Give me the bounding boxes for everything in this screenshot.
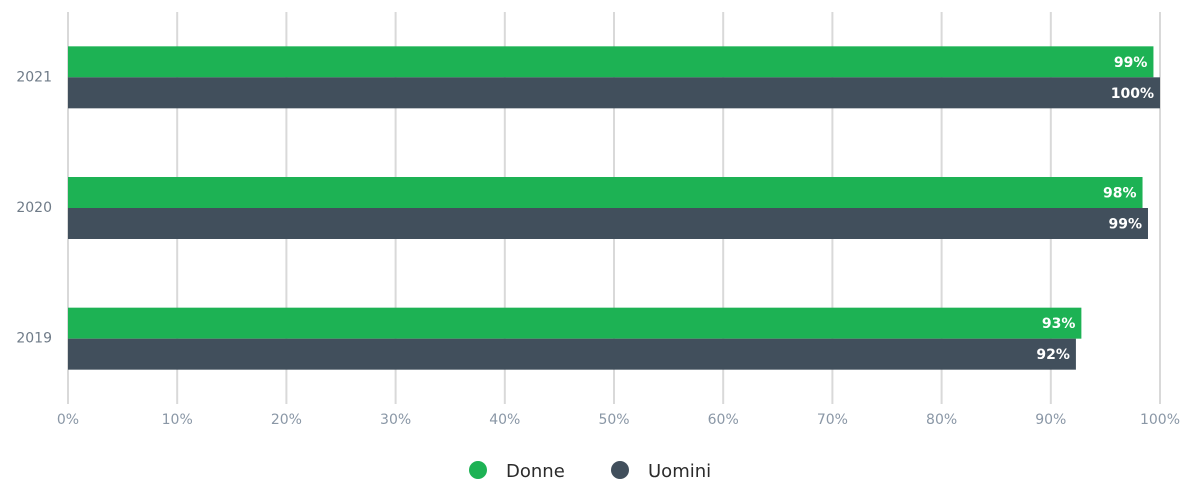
x-tick-label: 80%	[926, 412, 957, 428]
legend-marker	[469, 461, 487, 479]
legend-marker	[611, 461, 629, 479]
bar	[68, 177, 1143, 208]
bar	[68, 46, 1154, 78]
x-tick-label: 60%	[708, 412, 739, 428]
category-label: 2019	[16, 331, 52, 347]
legend-label: Uomini	[648, 461, 711, 482]
value-label: 100%	[1111, 86, 1154, 102]
value-label: 99%	[1114, 55, 1148, 71]
x-tick-label: 50%	[598, 412, 629, 428]
x-tick-label: 30%	[380, 412, 411, 428]
x-tick-label: 20%	[271, 412, 302, 428]
value-label: 92%	[1036, 347, 1070, 363]
legend-label: Donne	[506, 461, 565, 482]
x-tick-label: 70%	[817, 412, 848, 428]
category-label: 2020	[16, 200, 52, 216]
x-tick-label: 100%	[1140, 412, 1180, 428]
category-label: 2021	[16, 69, 52, 85]
value-label: 98%	[1103, 186, 1137, 202]
x-tick-label: 40%	[489, 412, 520, 428]
x-tick-label: 10%	[162, 412, 193, 428]
bar	[68, 307, 1082, 339]
bar	[68, 338, 1076, 370]
value-label: 99%	[1108, 217, 1142, 233]
value-label: 93%	[1042, 316, 1076, 332]
bar	[68, 77, 1160, 109]
bar	[68, 208, 1148, 239]
x-tick-label: 0%	[57, 412, 79, 428]
x-tick-label: 90%	[1035, 412, 1066, 428]
